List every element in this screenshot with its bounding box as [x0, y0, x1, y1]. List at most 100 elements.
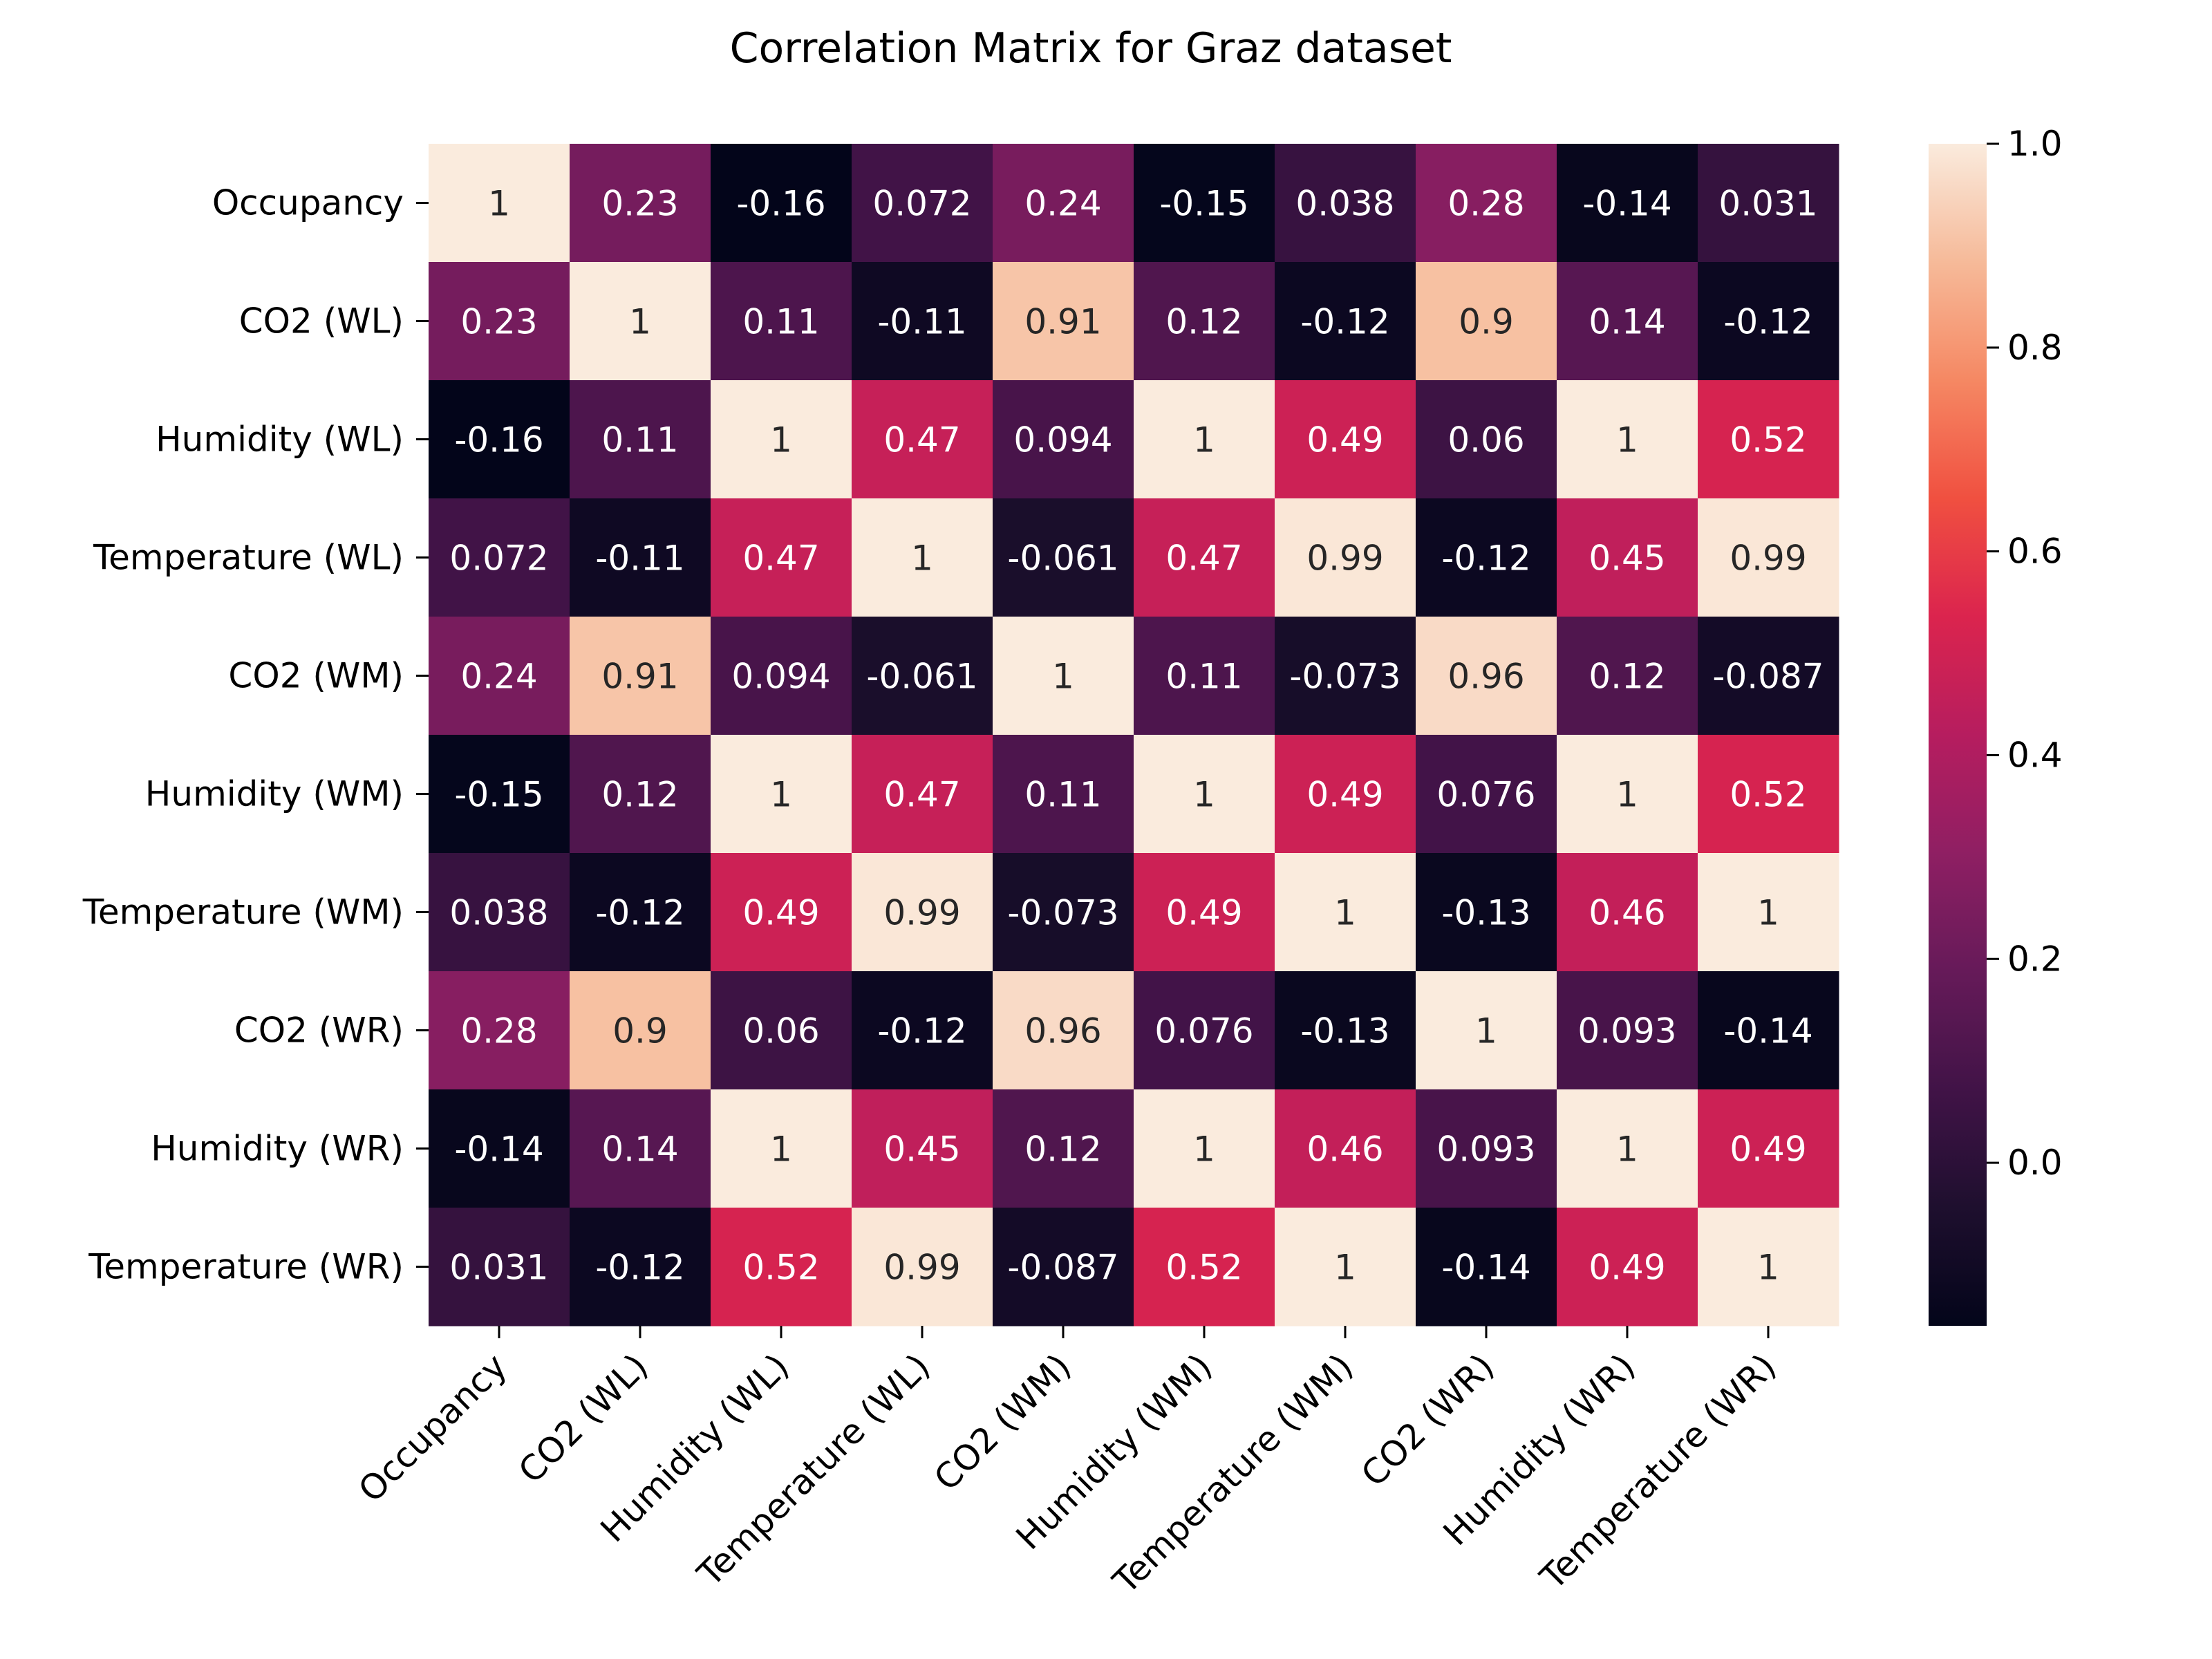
heatmap-cell: [1134, 853, 1275, 972]
cell-value-label: -0.11: [595, 538, 684, 579]
heatmap-cell: [711, 1208, 852, 1327]
colorbar-tick-label: 0.0: [2007, 1143, 2063, 1183]
cell-value-label: 0.076: [1436, 775, 1535, 815]
heatmap-cell: [1134, 144, 1275, 263]
y-tick-label: Humidity (WL): [156, 420, 404, 460]
cell-value-label: -0.087: [1712, 657, 1824, 697]
cell-value-label: 0.24: [460, 657, 537, 697]
heatmap-cell: [570, 380, 711, 499]
cell-value-label: -0.16: [454, 420, 543, 460]
y-tick-label: CO2 (WL): [239, 301, 404, 341]
cell-value-label: 1: [1757, 1248, 1779, 1288]
heatmap-cell: [711, 498, 852, 617]
heatmap-cell: [711, 262, 852, 381]
cell-value-label: 0.11: [1024, 775, 1101, 815]
cell-value-label: 0.47: [883, 775, 960, 815]
cell-value-label: 0.11: [1165, 657, 1242, 697]
cell-value-label: 0.46: [1306, 1130, 1383, 1170]
heatmap-cell: [1134, 1208, 1275, 1327]
heatmap-cell: [852, 498, 993, 617]
cell-value-label: 0.12: [1165, 302, 1242, 342]
cell-value-label: -0.15: [454, 775, 543, 815]
y-axis: Occupancy CO2 (WL) Humidity (WL) Temperatur…: [82, 183, 429, 1287]
heatmap-cell: [1134, 380, 1275, 499]
cell-value-label: 1: [770, 420, 792, 460]
colorbar-tick-label: 1.0: [2007, 124, 2063, 164]
heatmap-cell: [1416, 1089, 1557, 1208]
heatmap-cell: [1557, 617, 1698, 735]
heatmap-cell: [570, 262, 711, 381]
heatmap-cell: [429, 1208, 570, 1327]
cell-value-label: 0.031: [449, 1248, 548, 1288]
heatmap-cell: [1134, 735, 1275, 854]
heatmap-cell: [1275, 735, 1416, 854]
heatmap-cell: [993, 498, 1134, 617]
heatmap-cell: [429, 262, 570, 381]
cell-value-label: 0.076: [1154, 1011, 1253, 1051]
cell-value-label: 0.99: [1306, 538, 1383, 579]
cell-value-label: 1: [1475, 1011, 1497, 1051]
heatmap-cell: [1698, 380, 1839, 499]
cell-value-label: 0.49: [742, 893, 819, 933]
cell-value-label: 0.14: [601, 1130, 678, 1170]
chart-title: Correlation Matrix for Graz dataset: [730, 24, 1452, 73]
heatmap-cell: [1416, 735, 1557, 854]
cell-value-label: -0.087: [1007, 1248, 1118, 1288]
colorbar-gradient: [1929, 144, 1987, 1326]
heatmap-cell: [1134, 1089, 1275, 1208]
y-tick-label: Occupancy: [212, 183, 404, 223]
cell-value-label: 1: [770, 775, 792, 815]
heatmap-cell: [570, 144, 711, 263]
heatmap-cell: [429, 971, 570, 1090]
heatmap-cell: [852, 144, 993, 263]
cell-value-label: 0.11: [742, 302, 819, 342]
heatmap-cell: [993, 971, 1134, 1090]
cell-value-label: 0.49: [1730, 1130, 1806, 1170]
y-tick-label: Humidity (WR): [151, 1129, 404, 1169]
heatmap-cell: [1416, 498, 1557, 617]
heatmap-cell: [711, 144, 852, 263]
cell-value-label: 0.12: [1024, 1130, 1101, 1170]
heatmap-cell: [1557, 1089, 1698, 1208]
cell-value-label: 0.9: [1459, 302, 1514, 342]
cell-value-label: 0.52: [1730, 420, 1806, 460]
cell-value-label: 0.99: [1730, 538, 1806, 579]
heatmap-cell: [1275, 1089, 1416, 1208]
cell-value-label: -0.12: [595, 893, 684, 933]
heatmap-cell: [852, 617, 993, 735]
heatmap-cell: [1698, 262, 1839, 381]
heatmap-cell: [1275, 971, 1416, 1090]
cell-value-label: 0.91: [1024, 302, 1101, 342]
cell-value-label: 1: [629, 302, 651, 342]
heatmap-cell: [1557, 971, 1698, 1090]
cell-value-label: 0.031: [1718, 184, 1817, 224]
heatmap-cell: [1698, 1208, 1839, 1327]
heatmap-cell: [429, 498, 570, 617]
cell-value-label: 0.06: [1447, 420, 1524, 460]
cell-value-label: 0.96: [1447, 657, 1524, 697]
heatmap-cell: [570, 1208, 711, 1327]
heatmap-cell: [1557, 144, 1698, 263]
heatmap-cell: [1275, 498, 1416, 617]
cell-value-label: 1: [1616, 420, 1638, 460]
y-tick-label: Temperature (WR): [88, 1247, 404, 1287]
cell-value-label: 0.24: [1024, 184, 1101, 224]
heatmap-cell: [429, 853, 570, 972]
cell-value-label: 0.038: [449, 893, 548, 933]
cell-value-label: 1: [1616, 775, 1638, 815]
cell-value-label: -0.14: [1582, 184, 1671, 224]
heatmap-cell: [852, 1089, 993, 1208]
heatmap-cell: [852, 971, 993, 1090]
cell-value-label: 1: [1616, 1130, 1638, 1170]
heatmap-cell: [1416, 853, 1557, 972]
heatmap-cell: [711, 617, 852, 735]
heatmap-cell: [1698, 853, 1839, 972]
cell-value-label: 0.52: [742, 1248, 819, 1288]
cell-value-label: -0.12: [877, 1011, 966, 1051]
heatmap-cell: [1134, 971, 1275, 1090]
cell-value-label: 1: [1193, 420, 1215, 460]
cell-value-label: 0.52: [1730, 775, 1806, 815]
heatmap-cell: [1275, 1208, 1416, 1327]
cell-value-label: 0.49: [1165, 893, 1242, 933]
